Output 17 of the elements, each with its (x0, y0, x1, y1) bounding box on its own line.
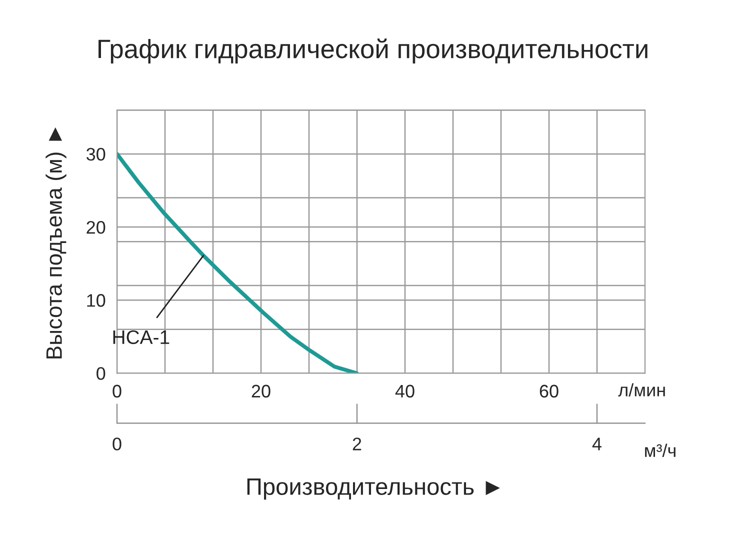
x2-axis-title: м³/ч (645, 444, 676, 457)
text: HCA-1 (113, 330, 170, 344)
text: Производительность ► (247, 478, 500, 500)
y-tick-label: 10 (87, 294, 106, 307)
x2-tick-label: 4 (592, 438, 602, 450)
y-axis-title: Высота подъема (м) ► (46, 127, 66, 358)
x-tick-label: 60 (540, 384, 558, 398)
x-tick-label: 40 (395, 384, 414, 398)
x2-tick-label: 2 (352, 438, 362, 450)
y-tick-label: 0 (96, 367, 106, 380)
y-tick-label: 20 (86, 220, 106, 234)
x2-tick-label: 0 (112, 438, 122, 450)
x-axis-title: л/мин (618, 383, 665, 396)
chart-title: График гидравлической производительности (98, 38, 648, 64)
x-tick-label: 20 (252, 384, 270, 398)
x-tick-label: 0 (112, 384, 122, 398)
y-tick-label: 30 (86, 148, 106, 161)
